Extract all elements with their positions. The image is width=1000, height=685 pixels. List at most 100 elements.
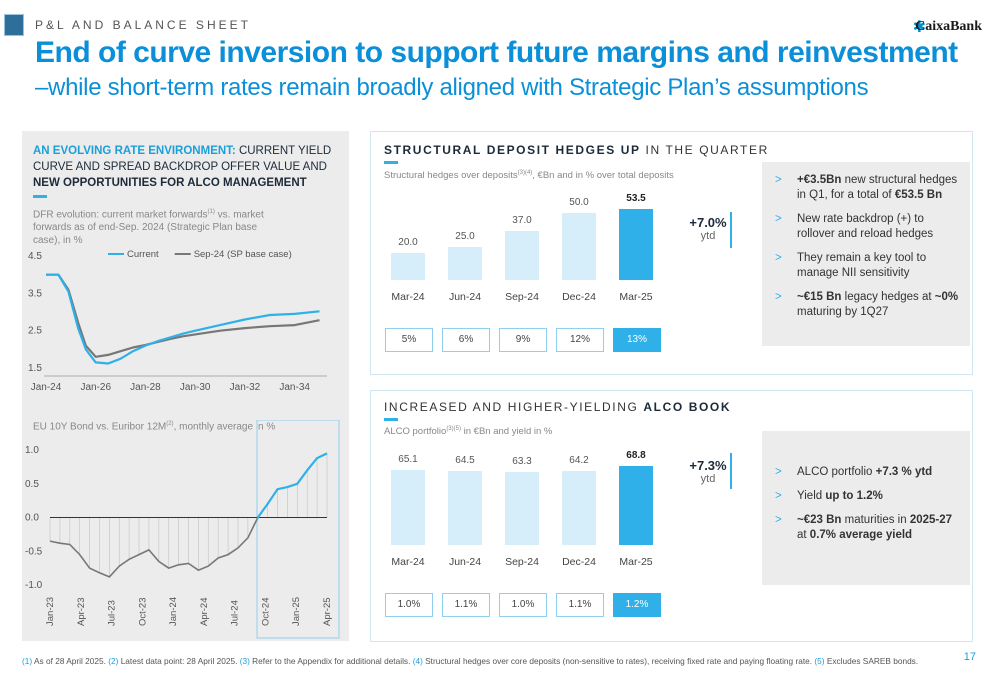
- bar: [505, 472, 539, 545]
- bar: [562, 471, 596, 545]
- section-label: P&L AND BALANCE SHEET: [35, 18, 251, 32]
- y-tick-label: 2.5: [28, 326, 42, 337]
- bar-value-label: 65.1: [398, 454, 418, 466]
- accent-line: [384, 161, 398, 164]
- bar-value-label: 64.5: [455, 455, 475, 467]
- x-tick-label: Jan-32: [230, 382, 261, 393]
- spread-series: [49, 452, 328, 578]
- hedges-bullets: > +€3.5Bn new structural hedges in Q1, fo…: [762, 162, 970, 346]
- bullet-text: New rate backdrop (+) to rollover and re…: [797, 213, 934, 240]
- bar-value-label: 37.0: [512, 214, 532, 226]
- bar: [391, 470, 425, 545]
- accent-line: [33, 195, 47, 198]
- bullet-text: They remain a key tool to manage NII sen…: [797, 252, 927, 279]
- note-text: DFR evolution: current market forwards: [33, 209, 208, 221]
- note-text: , monthly average in %: [173, 421, 276, 433]
- alco-bullets: > ALCO portfolio +7.3 % ytd > Yield up to 1…: [762, 431, 970, 585]
- ytd-unit: ytd: [700, 473, 716, 485]
- bar-value-label: 25.0: [455, 230, 475, 242]
- category-label: Mar-24: [391, 291, 425, 303]
- hedges-title-bold: STRUCTURAL DEPOSIT HEDGES UP: [384, 143, 641, 157]
- footnote-ref: (3): [239, 656, 250, 666]
- bar: [391, 253, 425, 280]
- x-tick-label: Jan-30: [180, 382, 211, 393]
- y-tick-label: -1.0: [25, 580, 43, 591]
- caption-sup: (3)(5): [446, 426, 461, 432]
- series-line: [46, 273, 320, 365]
- percent-label: 1.1%: [556, 593, 604, 617]
- page-subtitle: –while short-term rates remain broadly a…: [35, 74, 869, 101]
- rate-environment-panel: [22, 131, 349, 641]
- bar-value-label: 50.0: [569, 197, 589, 209]
- arrow-icon: >: [775, 490, 782, 502]
- category-label: Mar-24: [391, 556, 425, 568]
- page-title: End of curve inversion to support future…: [35, 36, 958, 69]
- bullet-item: > Yield up to 1.2%: [775, 489, 962, 504]
- bullet-item: > ~€23 Bn maturities in 2025-27 at 0.7% a…: [775, 513, 962, 543]
- x-tick-label: Apr-23: [76, 597, 87, 626]
- company-logo-icon: [4, 14, 24, 36]
- alco-title-rest: INCREASED AND HIGHER-YIELDING: [384, 400, 644, 414]
- bullet-text: ~€15 Bn: [797, 291, 842, 303]
- footnote-ref: (2): [108, 656, 119, 666]
- x-tick-label: Jul-23: [107, 600, 118, 626]
- x-tick-label: Jan-34: [279, 382, 310, 393]
- spread-line-early: [49, 517, 257, 578]
- hedges-ytd: +7.0% ytd: [680, 215, 736, 242]
- hedges-bullet-list: > +€3.5Bn new structural hedges in Q1, fo…: [775, 173, 962, 320]
- heading-blue: AN EVOLVING RATE ENVIRONMENT:: [33, 145, 236, 157]
- dfr-chart-note: DFR evolution: current market forwards(1…: [33, 206, 283, 247]
- arrow-icon: >: [775, 466, 782, 478]
- dfr-line-chart: Current Sep-24 (SP base case) 4.5 3.5 2.5 1.…: [28, 249, 327, 393]
- bar: [562, 213, 596, 280]
- arrow-icon: >: [775, 252, 782, 264]
- bar: [448, 471, 482, 545]
- bullet-text: maturities in: [841, 514, 910, 526]
- rate-environment-heading: AN EVOLVING RATE ENVIRONMENT: CURRENT YI…: [33, 143, 338, 191]
- x-tick-label: Apr-24: [199, 597, 210, 626]
- arrow-icon: >: [775, 174, 782, 186]
- recent-period-highlight: [256, 420, 340, 639]
- dfr-x-axis: Jan-24 Jan-26 Jan-28 Jan-30 Jan-32 Jan-34: [31, 382, 311, 393]
- bullet-text: legacy hedges at: [841, 291, 935, 303]
- category-label: Dec-24: [562, 556, 596, 568]
- footnote-text: Refer to the Appendix for additional det…: [249, 656, 413, 666]
- spread-x-axis: Jan-23 Apr-23 Jul-23 Oct-23 Jan-24 Apr-24 Jul-…: [45, 597, 333, 626]
- arrow-icon: >: [775, 213, 782, 225]
- bar: [619, 466, 653, 545]
- x-tick-label: Jan-28: [130, 382, 161, 393]
- note-sup: (2): [166, 421, 174, 427]
- ytd-value: +7.3%: [689, 458, 727, 473]
- hedges-title-rest: IN THE QUARTER: [640, 143, 769, 157]
- footnote-ref: (4): [412, 656, 423, 666]
- category-label: Dec-24: [562, 291, 596, 303]
- alco-ytd: +7.3% ytd: [680, 458, 736, 485]
- bullet-text: 0.7% average yield: [809, 529, 913, 541]
- x-tick-label: Apr-25: [322, 597, 333, 626]
- caption-text: Structural hedges over deposits: [384, 170, 518, 182]
- ytd-value: +7.0%: [689, 215, 727, 230]
- alco-caption: ALCO portfolio(3)(5) in €Bn and yield in…: [384, 426, 552, 437]
- bullet-item: > ALCO portfolio +7.3 % ytd: [775, 465, 962, 480]
- x-tick-label: Oct-23: [137, 597, 148, 626]
- y-tick-label: 1.0: [25, 445, 39, 456]
- arrow-icon: >: [775, 514, 782, 526]
- arrow-icon: >: [775, 291, 782, 303]
- bar: [448, 246, 482, 280]
- y-tick-label: 1.5: [28, 363, 42, 374]
- heading-plain: CURRENT YIELD CURVE AND SPREAD BACKDROP …: [33, 145, 332, 173]
- x-tick-label: Jan-24: [31, 382, 62, 393]
- percent-label: 1.0%: [385, 593, 433, 617]
- bullet-text: +€3.5Bn: [797, 174, 842, 186]
- hedges-title: STRUCTURAL DEPOSIT HEDGES UP IN THE QUAR…: [384, 143, 769, 157]
- percent-label: 1.0%: [499, 593, 547, 617]
- ytd-unit: ytd: [700, 230, 716, 242]
- footnote: (1) As of 28 April 2025. (2) Latest data…: [22, 656, 918, 666]
- x-tick-label: Oct-24: [260, 597, 271, 626]
- footnote-text: Excludes SAREB bonds.: [824, 656, 919, 666]
- bar-value-label: 20.0: [398, 237, 418, 249]
- x-tick-label: Jan-24: [168, 597, 179, 626]
- percent-label: 6%: [442, 328, 490, 352]
- dfr-series: [46, 273, 320, 365]
- note-text: vs. market forwards as of end-Sep. 2024 …: [33, 209, 264, 247]
